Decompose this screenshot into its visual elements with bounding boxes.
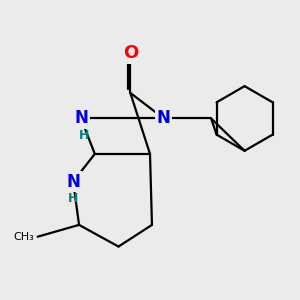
Text: O: O <box>123 44 138 62</box>
Text: N: N <box>74 110 88 128</box>
Text: H: H <box>79 128 89 142</box>
Text: CH₃: CH₃ <box>13 232 34 242</box>
Text: H: H <box>68 192 78 206</box>
Text: N: N <box>66 172 80 190</box>
Text: N: N <box>157 110 171 128</box>
